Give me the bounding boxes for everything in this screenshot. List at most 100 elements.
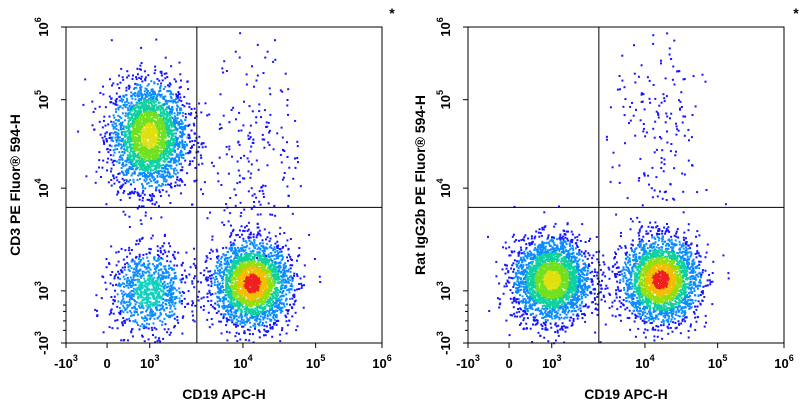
event-point — [285, 293, 288, 296]
event-point — [164, 117, 167, 120]
event-point — [105, 131, 108, 134]
event-point — [169, 314, 172, 317]
event-point — [138, 151, 140, 154]
event-point — [143, 290, 146, 293]
event-point — [234, 312, 237, 315]
event-point — [148, 134, 151, 136]
event-point — [130, 147, 133, 150]
event-point — [184, 124, 187, 127]
event-point — [225, 330, 228, 333]
event-point — [235, 283, 238, 286]
event-point — [161, 275, 164, 278]
event-point — [158, 258, 161, 261]
event-point — [192, 319, 195, 322]
event-point — [284, 244, 287, 247]
event-point — [146, 145, 149, 148]
event-point — [226, 305, 229, 308]
event-point — [136, 275, 139, 277]
event-point — [131, 116, 134, 119]
event-point — [143, 317, 146, 320]
event-point — [141, 152, 144, 155]
event-point — [159, 249, 162, 252]
event-point — [142, 105, 145, 108]
event-point — [184, 119, 187, 122]
event-point — [149, 275, 152, 278]
population-2 — [192, 194, 322, 344]
event-point — [154, 178, 157, 181]
event-point — [254, 304, 257, 307]
event-point — [258, 253, 261, 256]
event-point — [136, 130, 139, 133]
event-point — [174, 135, 177, 138]
event-point — [149, 278, 152, 281]
event-point — [150, 114, 153, 116]
event-point — [152, 97, 155, 100]
event-point — [283, 281, 286, 284]
event-point — [159, 165, 162, 168]
event-point — [153, 90, 156, 93]
event-point — [171, 106, 174, 109]
event-point — [112, 82, 115, 85]
event-point — [145, 141, 148, 144]
event-point — [105, 266, 108, 269]
event-point — [216, 291, 219, 294]
event-point — [120, 131, 123, 134]
event-point — [158, 160, 161, 163]
event-point — [238, 268, 241, 270]
event-point — [265, 288, 268, 291]
event-point — [163, 130, 166, 133]
event-point — [164, 323, 167, 326]
event-point — [163, 126, 166, 128]
event-point — [132, 140, 135, 142]
event-point — [156, 159, 159, 162]
event-point — [105, 258, 108, 260]
event-point — [109, 78, 111, 81]
event-point — [161, 305, 164, 308]
event-point — [141, 129, 144, 131]
event-point — [98, 105, 101, 108]
event-point — [132, 118, 135, 121]
event-point — [162, 95, 165, 98]
event-point — [94, 308, 97, 311]
event-point — [155, 300, 158, 303]
event-point — [132, 125, 135, 128]
event-point — [161, 272, 164, 275]
event-point — [169, 294, 172, 297]
event-point — [157, 304, 160, 307]
event-point — [126, 150, 129, 153]
event-point — [143, 97, 146, 100]
event-point — [172, 99, 175, 102]
event-point — [118, 115, 121, 118]
event-point — [134, 95, 137, 98]
event-point — [172, 286, 175, 289]
event-point — [155, 259, 158, 262]
event-point — [231, 319, 234, 322]
event-point — [181, 141, 184, 144]
event-point — [124, 114, 127, 117]
event-point — [136, 159, 139, 162]
event-point — [152, 111, 155, 114]
event-point — [237, 309, 240, 312]
event-point — [138, 134, 141, 137]
event-point — [138, 302, 141, 305]
event-point — [198, 102, 201, 105]
event-point — [140, 291, 143, 294]
event-point — [152, 277, 155, 280]
event-point — [117, 114, 120, 117]
event-point — [129, 109, 132, 112]
event-point — [141, 299, 144, 301]
event-point — [160, 107, 163, 110]
event-point — [121, 150, 124, 153]
event-point — [173, 312, 176, 315]
event-point — [146, 182, 149, 185]
event-point — [167, 112, 170, 115]
event-point — [140, 264, 143, 267]
event-point — [144, 133, 147, 136]
event-point — [141, 184, 144, 187]
event-point — [147, 164, 150, 167]
event-point — [141, 192, 144, 195]
event-point — [158, 166, 161, 169]
event-point — [134, 98, 137, 101]
event-point — [135, 164, 138, 167]
event-point — [101, 126, 104, 129]
